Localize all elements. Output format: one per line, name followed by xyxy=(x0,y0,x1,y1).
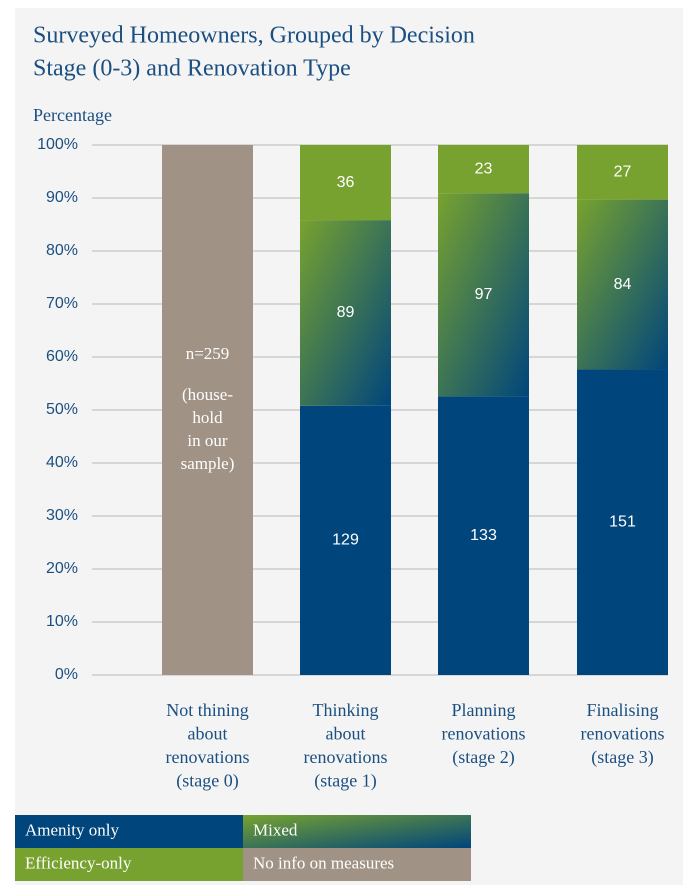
data-label: 84 xyxy=(614,276,632,293)
legend-label: Amenity only xyxy=(25,820,119,839)
x-tick-label: Not thining xyxy=(166,700,249,720)
bar-segment xyxy=(438,145,529,194)
bar-segment xyxy=(300,145,391,221)
legend-swatch xyxy=(243,848,471,881)
y-tick-label: 0% xyxy=(55,666,78,683)
y-tick-label: 20% xyxy=(46,560,78,577)
data-label: 23 xyxy=(475,160,493,177)
bar-segment xyxy=(300,220,391,406)
bar-segment xyxy=(300,405,391,675)
y-tick-label: 60% xyxy=(46,348,78,365)
y-tick-label: 90% xyxy=(46,189,78,206)
annotation: sample) xyxy=(181,454,235,473)
bar-segment xyxy=(577,145,668,200)
y-tick-label: 80% xyxy=(46,242,78,259)
data-label: 97 xyxy=(475,286,493,303)
legend-label: Efficiency-only xyxy=(25,853,132,872)
x-tick-label: renovations xyxy=(166,747,250,767)
x-tick-label: Finalising xyxy=(586,700,658,720)
annotation: in our xyxy=(187,431,227,450)
chart-title: Stage (0-3) and Renovation Type xyxy=(33,56,351,82)
chart-title: Surveyed Homeowners, Grouped by Decision xyxy=(33,23,475,49)
annotation: hold xyxy=(192,408,223,427)
annotation: (house- xyxy=(182,385,233,404)
x-tick-label: renovations xyxy=(581,724,665,744)
data-label: 89 xyxy=(337,304,355,321)
y-tick-label: 10% xyxy=(46,613,78,630)
x-tick-label: (stage 3) xyxy=(591,747,653,768)
y-tick-label: 30% xyxy=(46,507,78,524)
x-tick-label: renovations xyxy=(304,747,388,767)
x-tick-label: Planning xyxy=(451,700,515,720)
data-label: n=259 xyxy=(186,344,230,363)
y-tick-label: 100% xyxy=(37,136,78,153)
legend-swatch xyxy=(15,848,243,881)
bar-segment xyxy=(438,396,529,675)
x-tick-label: (stage 2) xyxy=(452,747,514,768)
y-tick-label: 50% xyxy=(46,401,78,418)
data-label: 133 xyxy=(470,527,497,544)
legend-label: No info on measures xyxy=(253,853,394,872)
x-tick-label: (stage 0) xyxy=(176,771,238,792)
bar-segment xyxy=(577,199,668,370)
legend-label: Mixed xyxy=(253,820,298,839)
legend-swatch xyxy=(243,815,471,848)
y-tick-label: 70% xyxy=(46,295,78,312)
x-tick-label: renovations xyxy=(442,724,526,744)
x-tick-label: about xyxy=(188,724,228,744)
x-tick-label: about xyxy=(326,724,366,744)
bar-segment xyxy=(162,145,253,675)
data-label: 129 xyxy=(332,532,359,549)
x-tick-label: (stage 1) xyxy=(314,771,376,792)
bar-segment xyxy=(577,369,668,675)
y-tick-label: 40% xyxy=(46,454,78,471)
bar-segment xyxy=(438,193,529,397)
data-label: 27 xyxy=(614,164,632,181)
y-axis-label: Percentage xyxy=(33,105,112,125)
data-label: 36 xyxy=(337,174,355,191)
x-tick-label: Thinking xyxy=(313,700,379,720)
data-label: 151 xyxy=(609,513,636,530)
legend-swatch xyxy=(15,815,243,848)
